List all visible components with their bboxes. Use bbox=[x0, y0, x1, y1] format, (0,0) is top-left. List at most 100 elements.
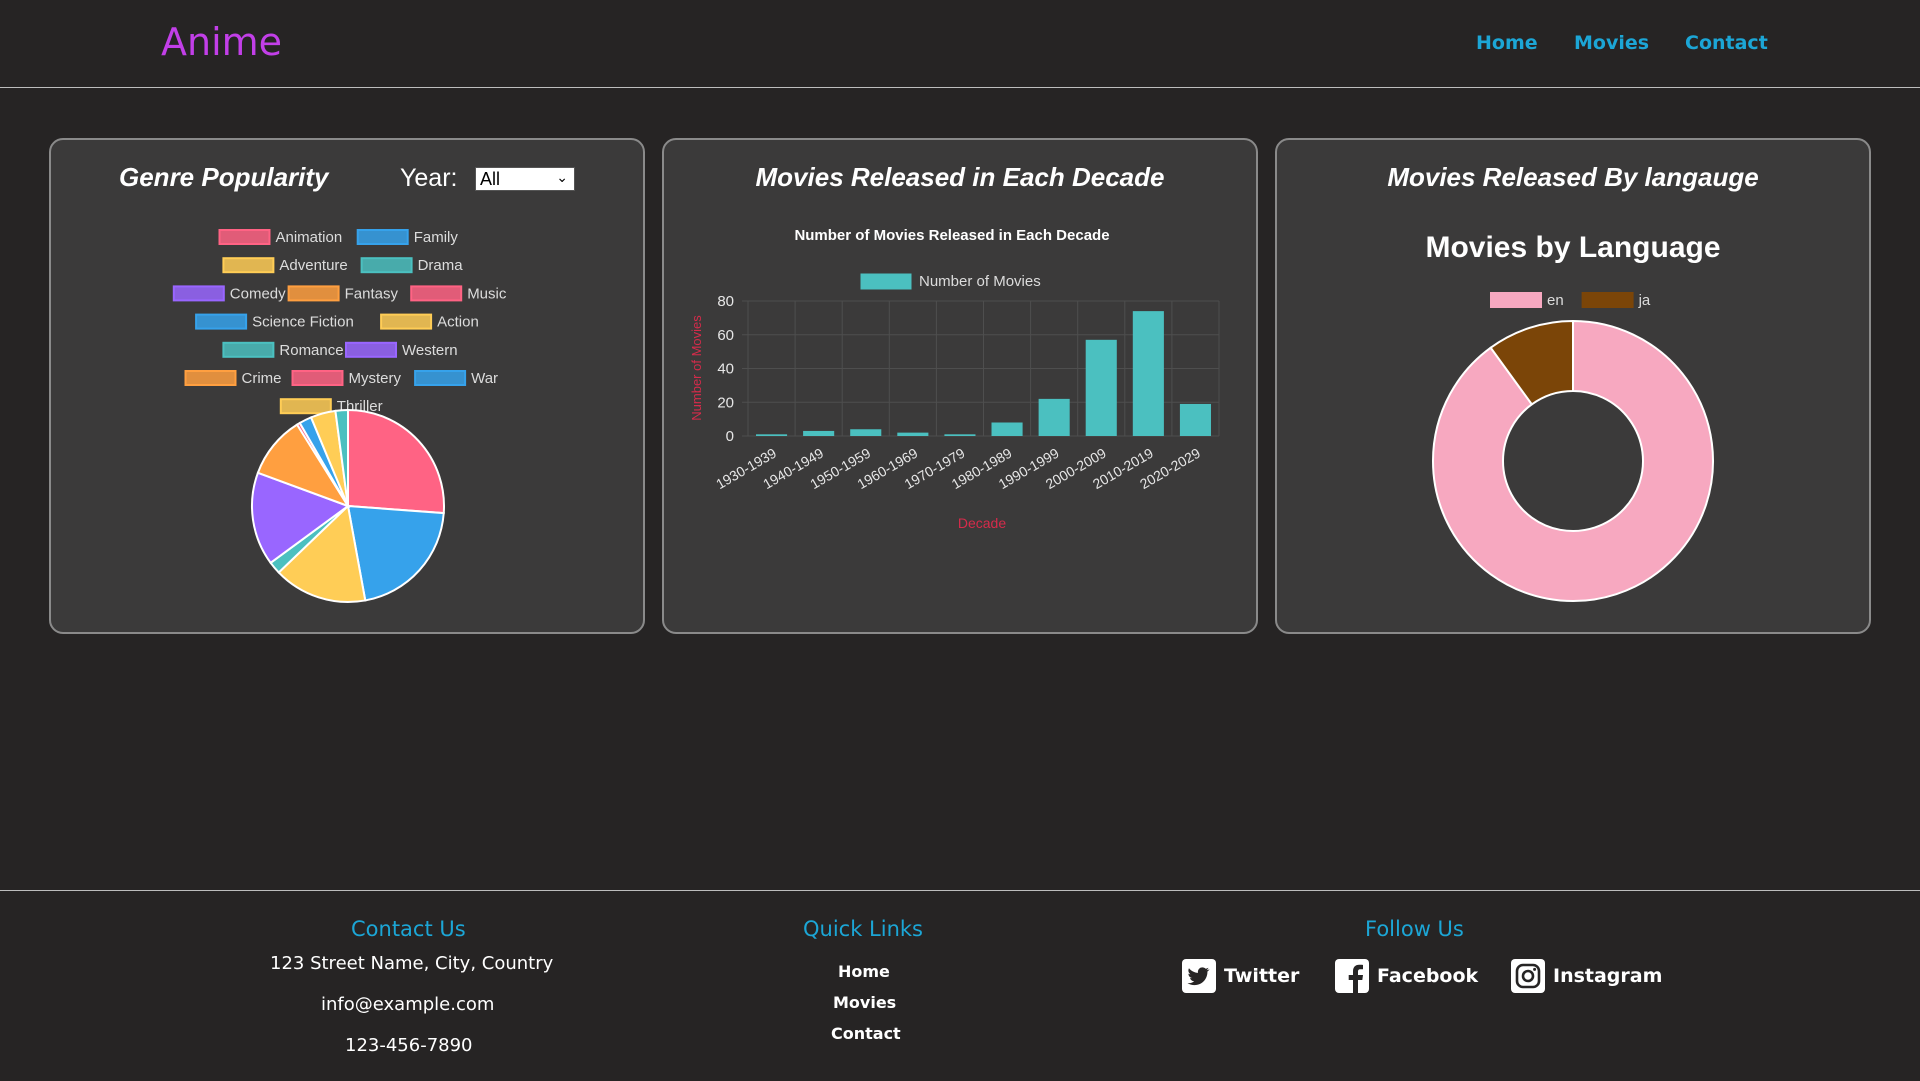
legend-item: War bbox=[414, 370, 498, 387]
footer-link-home[interactable]: Home bbox=[838, 962, 890, 981]
legend-item: Comedy bbox=[172, 285, 286, 302]
y-tick-label: 20 bbox=[717, 394, 734, 411]
nav-home[interactable]: Home bbox=[1476, 32, 1538, 54]
follow-heading: Follow Us bbox=[1365, 917, 1464, 941]
doughnut-title: Movies by Language bbox=[1425, 231, 1720, 264]
legend-label: Romance bbox=[279, 342, 343, 359]
y-tick-label: 60 bbox=[717, 327, 734, 344]
site-footer: Contact Us 123 Street Name, City, Countr… bbox=[0, 890, 1920, 1081]
contact-heading: Contact Us bbox=[351, 917, 466, 941]
legend-swatch bbox=[345, 341, 397, 358]
instagram-icon bbox=[1511, 959, 1545, 993]
legend-swatch bbox=[356, 229, 409, 245]
legend-label: en bbox=[1547, 292, 1564, 309]
nav-contact[interactable]: Contact bbox=[1685, 32, 1768, 54]
bar bbox=[756, 434, 788, 436]
legend-item: Music bbox=[410, 285, 507, 302]
bar bbox=[803, 430, 835, 436]
legend-label: War bbox=[471, 370, 498, 387]
site-logo[interactable]: Anime bbox=[161, 20, 283, 64]
legend-label: ja bbox=[1638, 292, 1651, 309]
contact-email[interactable]: info@example.com bbox=[321, 994, 495, 1015]
legend-swatch bbox=[1581, 292, 1634, 308]
legend-swatch bbox=[222, 257, 275, 274]
bar bbox=[944, 434, 976, 436]
quick-links-heading: Quick Links bbox=[803, 917, 924, 941]
legend-item: Western bbox=[345, 341, 458, 359]
legend-swatch bbox=[380, 313, 433, 330]
footer-link-movies[interactable]: Movies bbox=[833, 993, 897, 1012]
doughnut-slice bbox=[1432, 319, 1714, 602]
legend-swatch bbox=[287, 285, 340, 302]
legend-swatch bbox=[410, 285, 463, 302]
pie-slice bbox=[334, 408, 349, 507]
bar bbox=[850, 429, 882, 436]
legend-item: Adventure bbox=[222, 257, 348, 274]
legend-label: Fantasy bbox=[345, 285, 399, 302]
year-select-value: All bbox=[480, 169, 501, 189]
legend-label: Family bbox=[414, 229, 459, 246]
legend-item: ja bbox=[1581, 292, 1651, 309]
language-doughnut-chart: Movies by Language en ja bbox=[1425, 231, 1721, 602]
pie-slice bbox=[347, 408, 445, 515]
bar bbox=[1132, 311, 1164, 436]
legend-swatch bbox=[222, 341, 275, 358]
language-card-title: Movies Released By langauge bbox=[1387, 162, 1759, 192]
facebook-link[interactable]: Facebook bbox=[1335, 959, 1478, 993]
x-axis-title: Decade bbox=[958, 515, 1006, 531]
facebook-icon bbox=[1335, 959, 1369, 993]
legend-label: Science Fiction bbox=[252, 314, 354, 331]
instagram-label: Instagram bbox=[1553, 965, 1663, 987]
legend-swatch bbox=[279, 398, 332, 415]
legend-item: Action bbox=[380, 313, 479, 331]
nav-movies[interactable]: Movies bbox=[1574, 32, 1650, 54]
legend-label: Western bbox=[402, 342, 458, 359]
twitter-link[interactable]: Twitter bbox=[1182, 959, 1299, 993]
legend-swatch bbox=[414, 370, 467, 386]
chevron-down-icon: ⌄ bbox=[556, 169, 568, 185]
legend-swatch bbox=[184, 370, 237, 386]
legend-label: Crime bbox=[242, 370, 282, 387]
legend-item: Science Fiction bbox=[195, 313, 354, 331]
legend-item: Crime bbox=[184, 370, 282, 387]
twitter-icon bbox=[1182, 959, 1216, 993]
y-tick-label: 0 bbox=[726, 428, 734, 445]
contact-address: 123 Street Name, City, Country bbox=[270, 953, 554, 974]
legend-swatch bbox=[218, 229, 271, 245]
twitter-label: Twitter bbox=[1224, 965, 1300, 987]
bar-chart-title: Number of Movies Released in Each Decade bbox=[794, 227, 1109, 244]
footer-link-contact[interactable]: Contact bbox=[831, 1024, 901, 1043]
genre-popularity-card: Genre Popularity Year: All ⌄ Animation Fa… bbox=[49, 138, 645, 634]
site-header: Anime Home Movies Contact bbox=[0, 0, 1920, 88]
legend-label: Number of Movies bbox=[919, 273, 1041, 290]
decade-card: Movies Released in Each Decade Number of… bbox=[662, 138, 1258, 634]
legend-swatch bbox=[195, 313, 248, 330]
legend-label: Adventure bbox=[279, 257, 347, 274]
legend-swatch bbox=[291, 370, 344, 386]
bar bbox=[991, 422, 1023, 436]
year-select[interactable]: All ⌄ bbox=[475, 167, 575, 191]
legend-item: Animation bbox=[218, 229, 343, 246]
legend-item: Drama bbox=[360, 257, 464, 274]
y-tick-label: 80 bbox=[717, 293, 734, 310]
legend-item: Family bbox=[356, 229, 459, 246]
legend-swatch bbox=[172, 285, 225, 302]
genre-legend: Animation Family Adventure Drama Comedy Fanta… bbox=[172, 229, 507, 415]
y-tick-label: 40 bbox=[717, 361, 734, 378]
bar bbox=[1179, 403, 1211, 436]
legend-swatch bbox=[860, 273, 912, 290]
genre-pie-chart: Animation Family Adventure Drama Comedy Fanta… bbox=[172, 229, 507, 603]
legend-label: Animation bbox=[276, 229, 343, 246]
language-card: Movies Released By langauge Movies by La… bbox=[1275, 138, 1871, 634]
legend-label: Drama bbox=[418, 257, 464, 274]
legend-swatch bbox=[360, 257, 413, 274]
facebook-label: Facebook bbox=[1377, 965, 1479, 987]
legend-label: Mystery bbox=[349, 370, 402, 387]
decade-bar-chart: Number of Movies Released in Each Decade… bbox=[689, 227, 1220, 531]
legend-item: Fantasy bbox=[287, 285, 399, 302]
legend-item: Mystery bbox=[291, 370, 402, 387]
doughnut-slice bbox=[1489, 319, 1574, 406]
instagram-link[interactable]: Instagram bbox=[1511, 959, 1662, 993]
legend-label: Music bbox=[467, 285, 507, 302]
pie-slice bbox=[251, 471, 351, 565]
